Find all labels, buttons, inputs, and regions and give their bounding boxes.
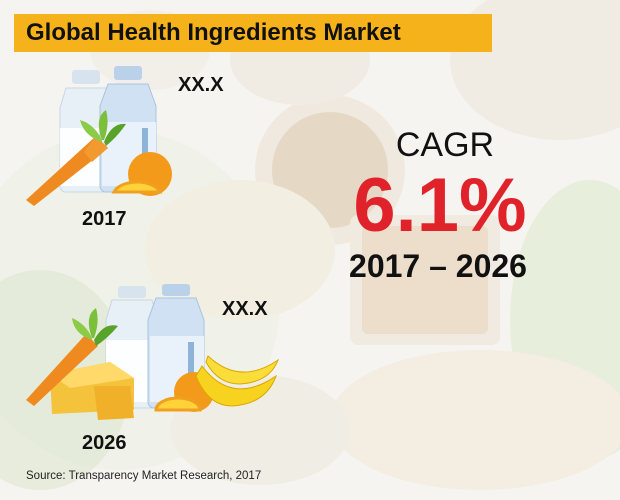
year-label-2026: 2026 [82, 432, 127, 454]
page-title: Global Health Ingredients Market [26, 19, 401, 46]
cagr-value: 6.1% [353, 163, 527, 248]
source-note: Source: Transparency Market Research, 20… [26, 470, 262, 482]
carrot-icon [26, 110, 126, 206]
illustration-2026 [22, 282, 282, 427]
market-value-2026: XX.X [222, 298, 268, 320]
banana-icon [195, 355, 280, 407]
year-label-2017: 2017 [82, 208, 127, 230]
cagr-period: 2017 – 2026 [349, 248, 527, 284]
market-value-2017: XX.X [178, 74, 224, 96]
illustration-2017 [22, 62, 182, 215]
cagr-label: CAGR [395, 126, 495, 164]
carrot-icon [26, 308, 118, 406]
orange-icon [111, 152, 172, 196]
cheese-icon [50, 362, 134, 420]
title-bar: Global Health Ingredients Market [14, 14, 492, 52]
